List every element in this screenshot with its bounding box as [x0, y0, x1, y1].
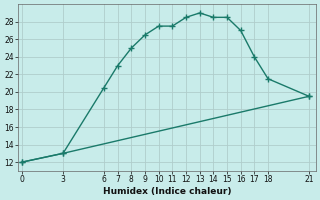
X-axis label: Humidex (Indice chaleur): Humidex (Indice chaleur) — [103, 187, 231, 196]
